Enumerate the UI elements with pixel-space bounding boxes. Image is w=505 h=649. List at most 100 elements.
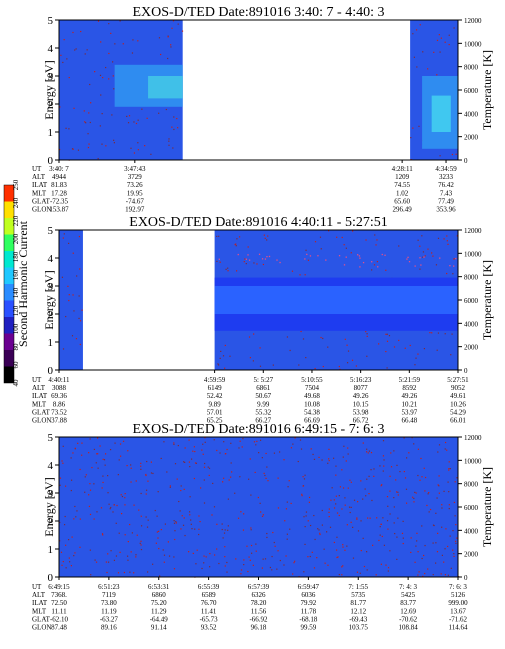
noise-speck [443, 238, 445, 240]
noise-speck [158, 112, 160, 114]
noise-speck [157, 537, 159, 539]
noise-speck [373, 264, 376, 266]
noise-speck [113, 504, 115, 506]
row-label: GLAT [32, 615, 51, 623]
noise-speck [375, 244, 377, 246]
noise-speck [102, 458, 104, 460]
noise-speck [338, 514, 340, 517]
noise-speck [290, 447, 293, 449]
noise-speck [79, 546, 81, 548]
noise-speck [123, 571, 126, 574]
row-value: 103.75 [349, 624, 369, 632]
noise-speck [427, 248, 429, 250]
noise-speck [168, 555, 171, 557]
noise-speck [89, 121, 91, 124]
noise-speck [102, 534, 104, 536]
noise-speck [421, 557, 423, 560]
noise-speck [100, 41, 102, 43]
noise-speck [441, 504, 443, 506]
noise-speck [417, 239, 419, 241]
row-value: 91.14 [151, 624, 167, 632]
noise-speck [413, 497, 415, 500]
row-label: ALT [32, 173, 46, 181]
noise-speck [60, 551, 63, 553]
temperature-point [306, 253, 308, 256]
row-value: 108.84 [399, 624, 419, 632]
noise-speck [184, 447, 186, 449]
noise-speck [68, 299, 70, 302]
noise-speck [130, 481, 132, 483]
noise-speck [90, 102, 92, 104]
noise-speck [102, 481, 104, 484]
noise-speck [203, 555, 205, 557]
noise-speck [386, 367, 388, 369]
noise-speck [286, 336, 289, 338]
noise-speck [223, 441, 225, 443]
noise-speck [205, 556, 207, 558]
noise-speck [438, 475, 440, 477]
row-value: 9.99 [257, 400, 270, 408]
noise-speck [352, 557, 355, 559]
noise-speck [108, 78, 110, 80]
noise-speck [328, 448, 330, 450]
noise-speck [259, 365, 262, 367]
temperature-point [325, 259, 327, 261]
noise-speck [159, 575, 161, 577]
noise-speck [448, 461, 450, 463]
noise-speck [428, 511, 430, 513]
noise-speck [89, 513, 92, 516]
noise-speck [452, 529, 454, 532]
noise-speck [227, 498, 229, 500]
noise-speck [385, 350, 387, 353]
noise-speck [390, 452, 392, 454]
noise-speck [160, 53, 162, 56]
noise-speck [62, 348, 65, 350]
noise-speck [189, 496, 191, 498]
noise-speck [113, 139, 115, 141]
noise-speck [64, 515, 66, 518]
noise-speck [219, 261, 221, 263]
noise-speck [89, 83, 91, 86]
noise-speck [160, 457, 162, 460]
noise-speck [114, 442, 116, 444]
noise-speck [263, 234, 265, 236]
row-value: 7: 1:55 [348, 583, 368, 591]
row-value: 11.29 [151, 607, 167, 615]
noise-speck [200, 487, 202, 489]
noise-speck [383, 465, 385, 467]
noise-speck [342, 456, 344, 458]
noise-speck [444, 574, 446, 576]
noise-speck [171, 126, 173, 128]
noise-speck [225, 268, 227, 270]
noise-speck [63, 233, 65, 235]
noise-speck [389, 550, 391, 552]
noise-speck [292, 443, 294, 445]
noise-speck [167, 35, 169, 37]
noise-speck [435, 512, 437, 514]
noise-speck [183, 461, 185, 463]
noise-speck [357, 501, 359, 503]
noise-speck [88, 143, 90, 145]
noise-speck [443, 490, 445, 492]
noise-speck [71, 536, 73, 538]
noise-speck [194, 462, 197, 464]
noise-speck [251, 552, 253, 554]
y2-tick-label: 12000 [464, 17, 482, 25]
noise-speck [75, 48, 77, 50]
noise-speck [429, 508, 432, 511]
noise-speck [305, 356, 307, 359]
noise-speck [70, 565, 72, 567]
row-value: 17.28 [51, 189, 67, 197]
row-label: MLT [32, 607, 47, 615]
noise-speck [424, 476, 427, 479]
noise-speck [99, 445, 101, 447]
noise-speck [333, 507, 336, 509]
noise-speck [252, 564, 254, 566]
noise-speck [80, 30, 82, 33]
noise-speck [145, 493, 147, 495]
noise-speck [366, 355, 368, 357]
noise-speck [135, 480, 137, 482]
noise-speck [414, 491, 416, 493]
noise-speck [302, 485, 304, 487]
